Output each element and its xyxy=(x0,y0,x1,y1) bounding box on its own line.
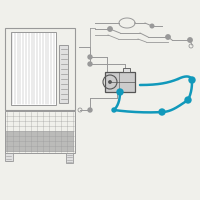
Circle shape xyxy=(109,81,111,83)
Circle shape xyxy=(117,89,123,95)
Circle shape xyxy=(189,77,195,83)
Circle shape xyxy=(107,79,113,85)
Circle shape xyxy=(166,35,170,39)
Bar xyxy=(105,72,135,92)
Bar xyxy=(5,111,75,153)
Circle shape xyxy=(150,24,154,28)
Bar xyxy=(5,28,75,110)
Bar xyxy=(11,32,56,105)
Circle shape xyxy=(159,109,165,115)
Circle shape xyxy=(112,108,116,112)
Bar xyxy=(66,153,73,163)
Bar xyxy=(5,153,13,161)
Circle shape xyxy=(88,62,92,66)
Circle shape xyxy=(88,108,92,112)
Bar xyxy=(59,45,68,103)
Circle shape xyxy=(185,97,191,103)
Bar xyxy=(123,68,130,72)
Circle shape xyxy=(188,38,192,42)
Circle shape xyxy=(108,27,112,31)
Circle shape xyxy=(88,55,92,59)
Bar xyxy=(6,131,74,152)
